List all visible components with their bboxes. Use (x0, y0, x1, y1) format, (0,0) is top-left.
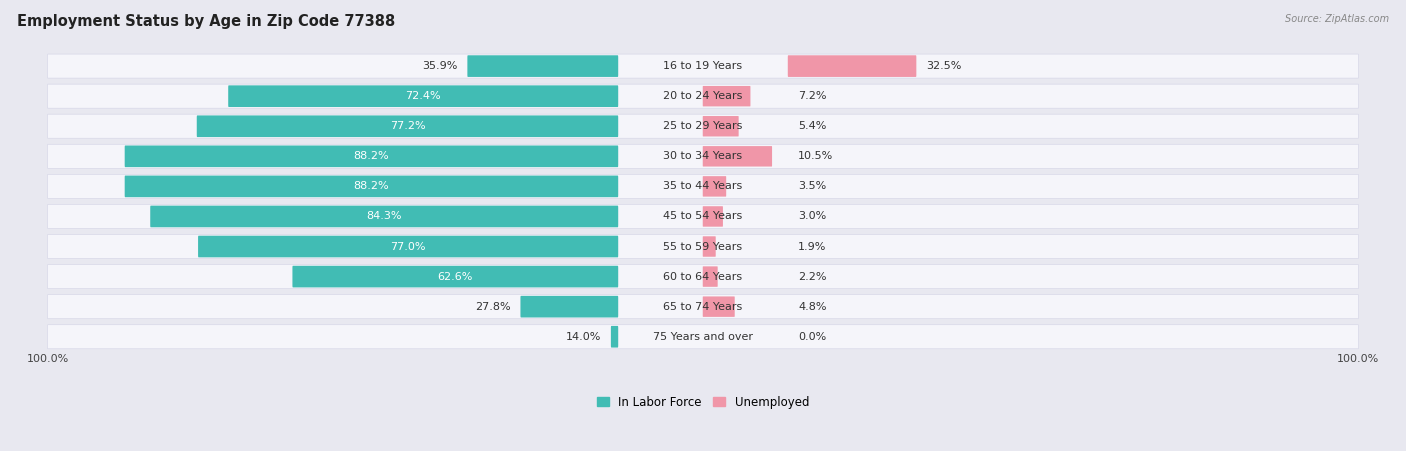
FancyBboxPatch shape (197, 115, 619, 137)
FancyBboxPatch shape (48, 54, 1358, 78)
Text: Source: ZipAtlas.com: Source: ZipAtlas.com (1285, 14, 1389, 23)
Text: 45 to 54 Years: 45 to 54 Years (664, 212, 742, 221)
Text: 35.9%: 35.9% (423, 61, 458, 71)
FancyBboxPatch shape (467, 55, 619, 77)
Text: 62.6%: 62.6% (437, 272, 472, 281)
Text: 100.0%: 100.0% (1337, 354, 1379, 364)
FancyBboxPatch shape (48, 235, 1358, 258)
Text: 25 to 29 Years: 25 to 29 Years (664, 121, 742, 131)
FancyBboxPatch shape (150, 206, 619, 227)
Text: 16 to 19 Years: 16 to 19 Years (664, 61, 742, 71)
FancyBboxPatch shape (125, 146, 619, 167)
Text: 55 to 59 Years: 55 to 59 Years (664, 242, 742, 252)
FancyBboxPatch shape (703, 296, 735, 317)
Text: 5.4%: 5.4% (799, 121, 827, 131)
Text: 10.5%: 10.5% (799, 152, 834, 161)
Text: 84.3%: 84.3% (367, 212, 402, 221)
Text: 1.9%: 1.9% (799, 242, 827, 252)
Text: 27.8%: 27.8% (475, 302, 510, 312)
Text: 35 to 44 Years: 35 to 44 Years (664, 181, 742, 191)
Text: 20 to 24 Years: 20 to 24 Years (664, 91, 742, 101)
Text: 100.0%: 100.0% (27, 354, 69, 364)
Text: 60 to 64 Years: 60 to 64 Years (664, 272, 742, 281)
FancyBboxPatch shape (48, 204, 1358, 229)
Text: 3.0%: 3.0% (799, 212, 827, 221)
Text: 72.4%: 72.4% (405, 91, 441, 101)
FancyBboxPatch shape (48, 265, 1358, 289)
FancyBboxPatch shape (703, 116, 738, 137)
FancyBboxPatch shape (292, 266, 619, 287)
Text: 4.8%: 4.8% (799, 302, 827, 312)
Text: 3.5%: 3.5% (799, 181, 827, 191)
FancyBboxPatch shape (703, 176, 725, 197)
Text: 0.0%: 0.0% (799, 332, 827, 342)
Text: 14.0%: 14.0% (567, 332, 602, 342)
FancyBboxPatch shape (48, 175, 1358, 198)
FancyBboxPatch shape (703, 86, 751, 106)
Text: 88.2%: 88.2% (354, 152, 389, 161)
Text: 88.2%: 88.2% (354, 181, 389, 191)
Text: 7.2%: 7.2% (799, 91, 827, 101)
FancyBboxPatch shape (703, 267, 717, 287)
FancyBboxPatch shape (787, 55, 917, 77)
FancyBboxPatch shape (48, 295, 1358, 319)
Text: Employment Status by Age in Zip Code 77388: Employment Status by Age in Zip Code 773… (17, 14, 395, 28)
FancyBboxPatch shape (198, 236, 619, 258)
Legend: In Labor Force, Unemployed: In Labor Force, Unemployed (598, 396, 808, 409)
Text: 2.2%: 2.2% (799, 272, 827, 281)
Text: 77.0%: 77.0% (391, 242, 426, 252)
Text: 65 to 74 Years: 65 to 74 Years (664, 302, 742, 312)
FancyBboxPatch shape (48, 84, 1358, 108)
Text: 32.5%: 32.5% (925, 61, 962, 71)
FancyBboxPatch shape (48, 114, 1358, 138)
FancyBboxPatch shape (610, 326, 619, 348)
Text: 30 to 34 Years: 30 to 34 Years (664, 152, 742, 161)
FancyBboxPatch shape (48, 325, 1358, 349)
Text: 77.2%: 77.2% (389, 121, 425, 131)
FancyBboxPatch shape (228, 85, 619, 107)
Text: 75 Years and over: 75 Years and over (652, 332, 754, 342)
FancyBboxPatch shape (703, 146, 772, 166)
FancyBboxPatch shape (703, 236, 716, 257)
FancyBboxPatch shape (703, 206, 723, 227)
FancyBboxPatch shape (520, 296, 619, 318)
FancyBboxPatch shape (125, 175, 619, 197)
FancyBboxPatch shape (48, 144, 1358, 168)
